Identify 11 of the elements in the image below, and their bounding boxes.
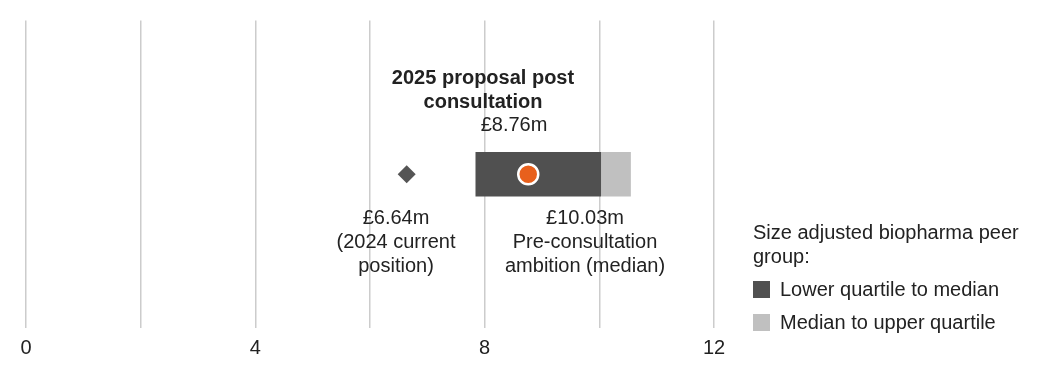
x-tick-label: 12: [702, 335, 726, 358]
annotation: £10.03m Pre-consultation ambition (median): [504, 205, 666, 276]
annotation: £8.76m: [480, 112, 548, 135]
x-tick-label: 0: [20, 335, 32, 358]
annotation: 2025 proposal post consultation: [391, 65, 575, 112]
legend-label: Lower quartile to median: [780, 278, 1000, 301]
x-tick-label: 4: [249, 335, 261, 358]
x-tick-label: 8: [479, 335, 491, 358]
legend-label: Median to upper quartile: [780, 311, 996, 334]
annotation: £6.64m (2024 current position): [336, 205, 456, 276]
legend-title: Size adjusted biopharma peer group:: [753, 220, 1020, 268]
